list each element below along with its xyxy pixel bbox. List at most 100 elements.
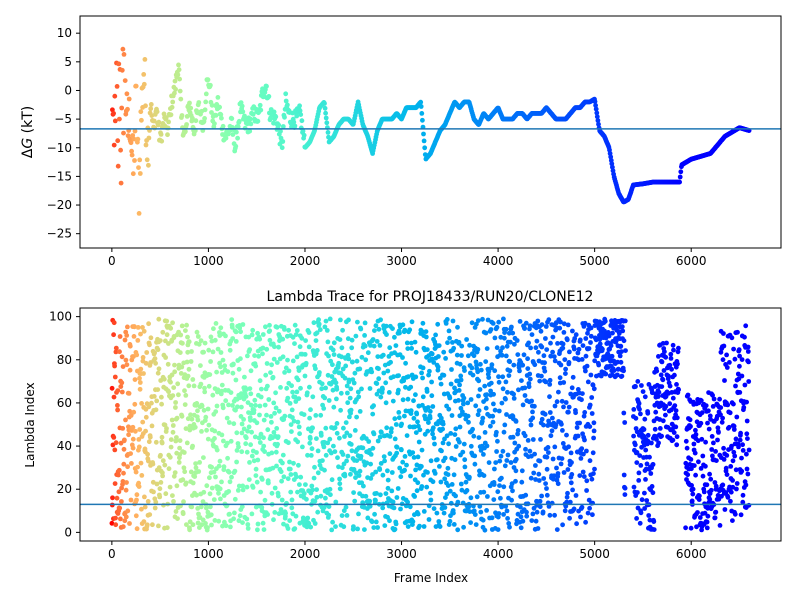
- free-energy-point-367: [322, 101, 327, 106]
- lambda-point-2046: [544, 486, 549, 491]
- lambda-point-783: [275, 434, 281, 439]
- lambda-point-2208: [578, 456, 584, 461]
- lambda-point-2108: [557, 325, 563, 331]
- lambda-point-1282: [381, 454, 387, 459]
- lambda-point-1513: [430, 425, 436, 431]
- lambda-point-2813: [721, 343, 727, 349]
- lambda-point-1225: [369, 519, 375, 525]
- lambda-point-103: [131, 409, 137, 415]
- free-energy-points: [110, 46, 752, 216]
- lambda-point-1241: [373, 498, 378, 503]
- lambda-point-2932: [746, 447, 752, 453]
- lambda-point-2226: [582, 410, 588, 415]
- lambda-point-638: [245, 353, 250, 359]
- lambda-point-2218: [580, 343, 586, 348]
- free-energy-point-121: [179, 113, 185, 118]
- free-energy-point-180: [213, 112, 219, 118]
- free-energy-point-18: [119, 67, 125, 73]
- y-tick-label-1: 5: [64, 55, 72, 69]
- lambda-point-1448: [417, 523, 422, 529]
- lambda-point-2747: [707, 497, 713, 502]
- lambda-point-1001: [322, 467, 327, 473]
- lambda-point-1915: [516, 443, 522, 449]
- lambda-point-1708: [472, 453, 478, 459]
- lambda-point-2261: [589, 411, 595, 416]
- lambda-point-644: [246, 334, 252, 340]
- lambda-point-79: [126, 432, 131, 438]
- lambda-point-1131: [349, 337, 355, 343]
- lambda-point-204: [152, 505, 158, 511]
- lambda-point-1943: [522, 326, 527, 331]
- lambda-point-810: [281, 474, 287, 480]
- lambda-point-2436: [634, 450, 640, 455]
- lambda-point-2838: [726, 424, 732, 430]
- lambda-point-734: [265, 427, 271, 433]
- lambda-point-1862: [505, 389, 510, 395]
- lambda-point-1843: [501, 316, 506, 322]
- lambda-point-1691: [468, 397, 474, 402]
- free-energy-point-19: [120, 46, 126, 52]
- lambda-point-1050: [332, 449, 338, 454]
- lambda-point-101: [130, 436, 136, 442]
- lambda-point-1642: [458, 373, 464, 379]
- lambda-point-1539: [436, 519, 442, 524]
- lambda-point-698: [257, 378, 263, 384]
- lambda-point-2102: [556, 389, 561, 395]
- lambda-point-1413: [409, 319, 415, 325]
- lambda-point-128: [136, 484, 142, 489]
- lambda-point-704: [259, 386, 264, 392]
- lambda-point-813: [282, 370, 287, 375]
- lambda-point-1944: [522, 385, 528, 391]
- lambda-point-2492: [646, 382, 652, 387]
- lambda-point-2199: [576, 346, 582, 352]
- lambda-point-432: [201, 349, 207, 355]
- lambda-point-570: [230, 370, 236, 376]
- lambda-point-1785: [488, 327, 494, 332]
- lambda-point-55: [121, 470, 126, 476]
- lambda-point-404: [195, 506, 201, 511]
- lambda-point-1114: [346, 317, 351, 323]
- y-tick-label-6: −20: [47, 198, 72, 212]
- lambda-point-1195: [363, 357, 369, 363]
- lambda-point-909: [302, 373, 308, 379]
- lambda-point-960: [313, 413, 319, 418]
- lambda-point-1517: [431, 506, 437, 511]
- free-energy-point-39: [132, 158, 137, 163]
- lambda-point-2414: [622, 420, 628, 425]
- lambda-point-1798: [491, 497, 497, 502]
- lambda-point-2410: [621, 410, 627, 416]
- lambda-point-1: [109, 385, 115, 391]
- lambda-point-1974: [528, 475, 534, 481]
- lambda-point-2405: [620, 328, 626, 334]
- lambda-point-2268: [591, 435, 596, 441]
- lambda-point-1125: [348, 386, 354, 392]
- lambda-point-2125: [560, 441, 566, 446]
- lambda-point-823: [284, 385, 290, 391]
- lambda-point-1811: [494, 449, 499, 454]
- lambda-point-2885: [736, 347, 742, 353]
- lambda-point-1765: [484, 392, 490, 398]
- free-energy-point-244: [250, 111, 256, 117]
- lambda-trace-points: [109, 316, 752, 533]
- lambda-point-2014: [537, 378, 543, 384]
- lambda-point-2560: [660, 418, 666, 424]
- lambda-point-1757: [482, 430, 488, 435]
- lambda-point-1953: [524, 513, 530, 519]
- lambda-point-967: [314, 348, 320, 353]
- lambda-point-383: [190, 480, 196, 486]
- lambda-point-911: [303, 482, 308, 487]
- lambda-point-568: [230, 403, 235, 408]
- lambda-point-2504: [649, 440, 654, 446]
- lambda-point-1355: [397, 465, 403, 471]
- lambda-point-2435: [634, 460, 640, 465]
- lambda-point-1105: [344, 458, 349, 464]
- lambda-point-189: [149, 423, 155, 429]
- lambda-point-508: [217, 333, 223, 338]
- lambda-point-490: [213, 321, 219, 326]
- lambda-point-1215: [367, 386, 373, 391]
- lambda-point-853: [290, 334, 296, 340]
- lambda-point-2528: [654, 437, 659, 442]
- lambda-point-1429: [413, 392, 418, 398]
- lambda-point-1611: [451, 472, 457, 478]
- lambda-point-1268: [378, 461, 384, 466]
